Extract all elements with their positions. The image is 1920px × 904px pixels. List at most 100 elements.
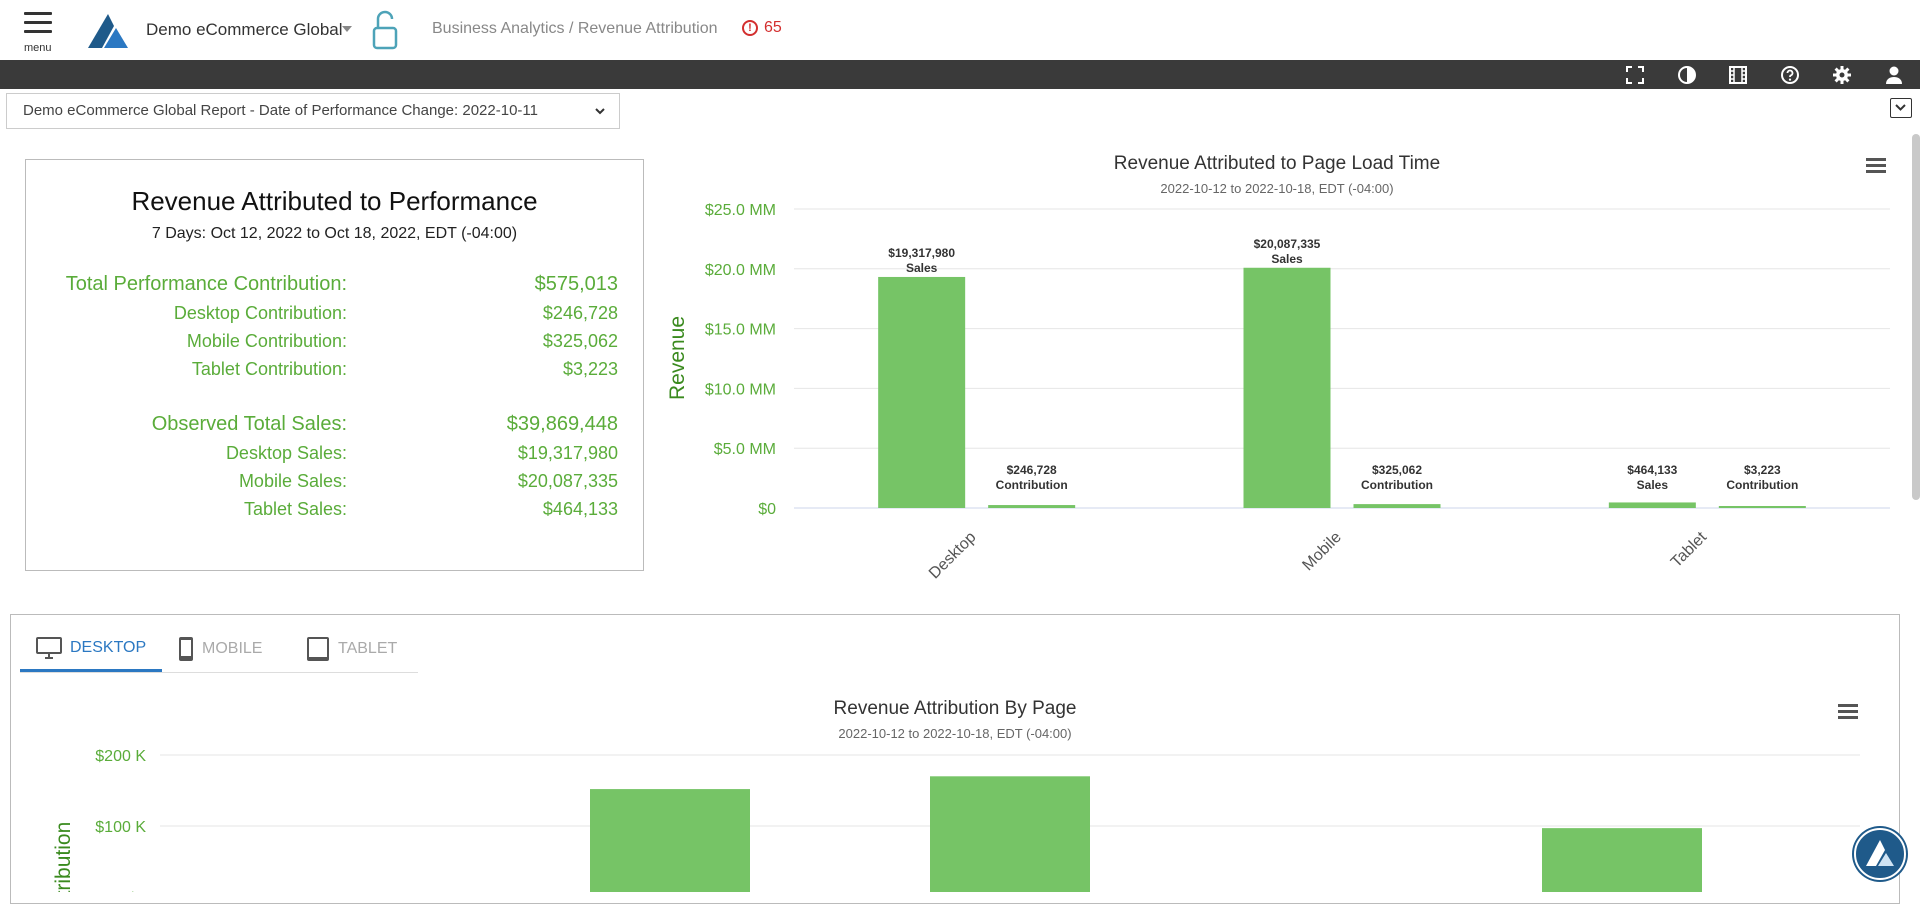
tab-desktop[interactable]: DESKTOP — [20, 626, 163, 672]
assistant-button[interactable] — [1852, 826, 1908, 882]
tab-desktop-label: DESKTOP — [70, 638, 147, 656]
tab-tablet-label: TABLET — [338, 639, 398, 657]
chart-title: Revenue Attributed to Page Load Time — [1114, 153, 1440, 174]
summary-row-label: Desktop Sales: — [225, 443, 347, 463]
alert-badge[interactable]: ! 65 — [742, 19, 782, 37]
data-label: $464,133 — [1627, 463, 1677, 477]
chart-bar — [590, 789, 750, 892]
fullscreen-icon[interactable] — [1625, 65, 1645, 85]
summary-row-value: $39,869,448 — [506, 413, 618, 435]
data-label: $19,317,980 — [888, 246, 955, 260]
summary-row-value: $19,317,980 — [517, 443, 618, 463]
summary-row-label: Mobile Contribution: — [186, 331, 347, 351]
contrast-icon[interactable] — [1677, 65, 1697, 85]
toolbar — [0, 60, 1920, 89]
tab-mobile-label: MOBILE — [202, 639, 263, 657]
report-select[interactable]: Demo eCommerce Global Report - Date of P… — [6, 93, 620, 129]
y-tick-label: $5.0 MM — [714, 441, 776, 458]
breadcrumb: Business Analytics / Revenue Attribution — [432, 20, 718, 37]
summary-row-label: Tablet Contribution: — [191, 359, 347, 379]
data-label: $20,087,335 — [1254, 237, 1321, 251]
user-icon[interactable] — [1884, 65, 1904, 85]
summary-row: Tablet Sales: $464,133 — [26, 499, 645, 523]
menu-button[interactable]: menu — [22, 12, 54, 54]
gear-icon[interactable] — [1832, 65, 1852, 85]
summary-row-value: $575,013 — [534, 273, 618, 295]
summary-row-label: Observed Total Sales: — [151, 413, 347, 435]
x-tick-label: Tablet — [1668, 528, 1711, 571]
help-icon[interactable] — [1780, 65, 1800, 85]
x-tick-label: Desktop — [926, 529, 980, 580]
data-label-series: Contribution — [1361, 478, 1433, 492]
attribution-by-page-chart-svg: Revenue Attribution By Page 2022-10-12 to… — [52, 698, 1860, 904]
summary-row-label: Tablet Sales: — [243, 499, 347, 519]
company-logo-icon — [1854, 828, 1906, 880]
chart-menu-icon[interactable] — [1866, 158, 1886, 174]
menu-label: menu — [24, 42, 52, 54]
performance-summary-card: Revenue Attributed to Performance 7 Days… — [25, 159, 644, 571]
chart-bar — [1718, 506, 1806, 508]
data-label-series: Sales — [1271, 252, 1303, 266]
summary-subtitle: 7 Days: Oct 12, 2022 to Oct 18, 2022, ED… — [151, 225, 518, 242]
chart-title: Revenue Attribution By Page — [834, 698, 1077, 719]
desktop-icon — [36, 636, 62, 659]
data-label-series: Sales — [1637, 478, 1669, 492]
data-label-series: Contribution — [996, 478, 1068, 492]
unlock-icon[interactable] — [370, 10, 400, 52]
alert-icon: ! — [742, 20, 758, 36]
collapse-button[interactable] — [1890, 98, 1912, 118]
y-tick-label: $200 K — [95, 748, 146, 765]
chart-bar — [1243, 267, 1331, 508]
device-tabs: DESKTOP MOBILE TABLET — [20, 626, 418, 673]
y-axis-label: Revenue — [666, 316, 689, 400]
summary-row-value: $3,223 — [562, 359, 618, 379]
chart-subtitle: 2022-10-12 to 2022-10-18, EDT (-04:00) — [1160, 181, 1393, 196]
y-tick-label: $20.0 MM — [705, 262, 776, 279]
hamburger-icon-bar — [24, 30, 52, 33]
x-tick-label: Mobile — [1299, 529, 1344, 574]
summary-row-value: $325,062 — [542, 331, 618, 351]
chevron-down-icon — [595, 108, 605, 115]
page-load-time-chart-svg: Revenue Attributed to Page Load Time 2022… — [666, 153, 1890, 582]
chart-bar — [930, 776, 1090, 892]
scrollbar[interactable] — [1912, 134, 1920, 500]
y-axis-label: ttribution — [52, 822, 75, 892]
y-tick-label: $10.0 MM — [705, 381, 776, 398]
alert-count: 65 — [764, 19, 782, 36]
data-label: $325,062 — [1372, 463, 1422, 477]
org-name[interactable]: Demo eCommerce Global — [146, 20, 343, 39]
mobile-icon — [179, 636, 193, 661]
summary-row: Tablet Contribution: $3,223 — [26, 359, 645, 383]
summary-row-value: $246,728 — [542, 303, 618, 323]
attribution-by-page-chart: Revenue Attribution By Page 2022-10-12 to… — [40, 692, 1890, 904]
chart-bar — [1542, 828, 1702, 892]
company-logo-icon — [88, 14, 128, 48]
y-tick-label: $100 K — [95, 819, 146, 836]
chart-bar — [988, 505, 1076, 508]
summary-row-value: $20,087,335 — [517, 471, 618, 491]
chart-subtitle: 2022-10-12 to 2022-10-18, EDT (-04:00) — [838, 726, 1071, 741]
summary-row-label: Mobile Sales: — [238, 471, 347, 491]
page-load-time-chart: Revenue Attributed to Page Load Time 2022… — [660, 140, 1910, 582]
summary-title: Revenue Attributed to Performance — [131, 186, 538, 216]
chart-bar — [1608, 502, 1696, 508]
y-tick-label: $15.0 MM — [705, 322, 776, 339]
chevron-down-icon — [1895, 104, 1906, 111]
summary-row-label: Desktop Contribution: — [173, 303, 347, 323]
summary-row: Desktop Sales: $19,317,980 — [26, 443, 645, 467]
data-label: $3,223 — [1744, 463, 1781, 477]
y-tick-label: $0 — [758, 501, 776, 518]
summary-row: Mobile Sales: $20,087,335 — [26, 471, 645, 495]
top-header: menu Demo eCommerce Global Business Anal… — [0, 0, 1920, 61]
tab-tablet[interactable]: TABLET — [290, 626, 413, 671]
chart-bar — [878, 276, 966, 508]
film-icon[interactable] — [1728, 65, 1748, 85]
data-label-series: Sales — [906, 261, 938, 275]
summary-row: Total Performance Contribution: $575,013 — [26, 273, 645, 297]
chart-menu-icon[interactable] — [1838, 704, 1858, 720]
summary-row: Mobile Contribution: $325,062 — [26, 331, 645, 355]
tab-mobile[interactable]: MOBILE — [162, 626, 278, 671]
org-dropdown-caret-icon[interactable] — [342, 26, 352, 32]
y-tick-label: $25.0 MM — [705, 202, 776, 219]
summary-row: Desktop Contribution: $246,728 — [26, 303, 645, 327]
